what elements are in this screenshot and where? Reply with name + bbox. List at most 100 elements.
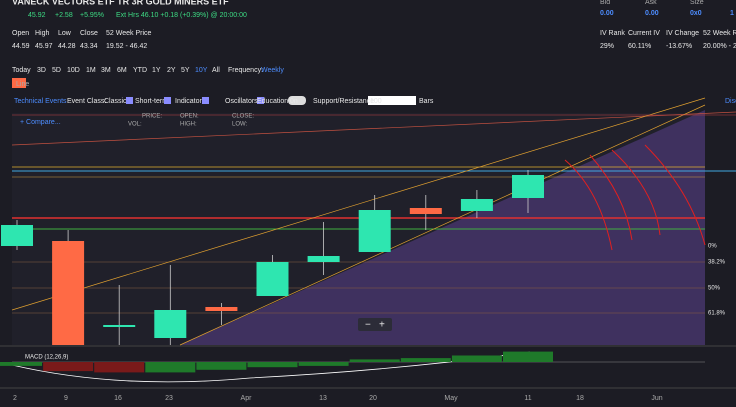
iv-label: IV Rank [600, 30, 625, 37]
info-label: VOL: [128, 122, 142, 128]
quote-value: 45.97 [35, 43, 53, 50]
iv-value: 29% [600, 43, 614, 50]
macd-bar [196, 362, 247, 370]
candle-body [52, 241, 85, 345]
title: VANECK VECTORS ETF TR 3R GOLD MINERS ETF [12, 0, 229, 6]
fib-label: 61.8% [708, 311, 726, 317]
range-button[interactable]: 3D [37, 67, 46, 74]
bidask-value: 0.00 [600, 10, 614, 17]
checkbox[interactable] [164, 97, 171, 104]
range-button[interactable]: 1M [86, 67, 96, 74]
info-label: OPEN: [180, 114, 199, 120]
bidask-value: 0x0 [690, 10, 702, 17]
toggle[interactable] [288, 96, 306, 105]
range-button[interactable]: 1Y [152, 67, 161, 74]
candle-body [307, 256, 340, 262]
range-button[interactable]: 2Y [167, 67, 176, 74]
iv-value: 60.11% [628, 43, 651, 50]
bars-input[interactable]: 100 [370, 98, 382, 105]
iv-label: Current IV [628, 30, 660, 37]
quote-label: High [35, 30, 50, 37]
zoom-control[interactable] [358, 318, 392, 331]
checkbox[interactable] [202, 97, 209, 104]
event-class: Event Class: [67, 98, 106, 105]
range-button[interactable]: All [212, 67, 220, 74]
macd-bar [94, 362, 145, 373]
input[interactable] [368, 96, 416, 105]
bidask-label: Bid [600, 0, 610, 6]
fib-label: 38.2% [708, 260, 726, 266]
line-select[interactable]: Line [16, 81, 29, 88]
info-label: PRICE: [142, 114, 162, 120]
color-swatch[interactable] [12, 78, 26, 88]
range-button[interactable]: Today [12, 67, 31, 74]
x-tick-label: May [444, 395, 458, 402]
education[interactable]: Education [257, 98, 288, 105]
range-button[interactable]: 3M [101, 67, 111, 74]
zoom-out[interactable]: − [365, 320, 371, 331]
x-tick-label: 18 [576, 395, 584, 402]
range-button[interactable]: YTD [133, 67, 147, 74]
last-price: 45.92 [28, 12, 46, 19]
x-tick-label: 20 [369, 395, 377, 402]
x-tick-label: Jun [651, 395, 662, 402]
compare[interactable]: + Compare... [20, 119, 61, 126]
technical-events[interactable]: Technical Events [14, 98, 67, 105]
macd-bar [400, 358, 451, 362]
macd-bar [451, 355, 502, 362]
candle-body [409, 208, 442, 214]
fib-label: 0% [708, 244, 717, 250]
range-button[interactable]: 6M [117, 67, 127, 74]
candle-body [154, 310, 187, 338]
fib-label: 50% [708, 286, 721, 292]
candle-body [512, 175, 544, 198]
quote-label: 52 Week Price [106, 30, 151, 37]
checkbox-label[interactable]: Oscillators [225, 98, 258, 105]
quote-value: 44.28 [58, 43, 76, 50]
range-button[interactable]: 5D [52, 67, 61, 74]
support-label: Support/Resistance [313, 98, 374, 105]
macd-line [11, 351, 531, 383]
checkbox-label[interactable]: Short-term [135, 98, 168, 105]
checkbox-label[interactable]: Classic [104, 98, 127, 105]
x-tick-label: 11 [524, 395, 531, 402]
quote-label: Low [58, 30, 72, 37]
drawing [564, 144, 706, 251]
macd-bar [0, 362, 42, 366]
trend-line [11, 111, 736, 146]
checkbox[interactable] [257, 97, 264, 104]
quote-value: 44.59 [12, 43, 30, 50]
range-button[interactable]: 10Y [195, 67, 208, 74]
trend-line [11, 97, 706, 311]
frequency[interactable]: Weekly [261, 67, 284, 74]
checkbox[interactable] [126, 97, 133, 104]
disc[interactable]: Disc [725, 98, 736, 105]
frequency-label: Frequency: [228, 67, 263, 74]
range-button[interactable]: 10D [67, 67, 80, 74]
iv-label: IV Change [666, 30, 699, 37]
range-button[interactable]: 5Y [181, 67, 190, 74]
bidask-value: 1 [730, 10, 734, 17]
x-tick-label: 2 [13, 395, 17, 402]
macd-bar [349, 359, 400, 362]
quote-label: Close [80, 30, 98, 37]
quote-value: 43.34 [80, 43, 98, 50]
macd-bar [503, 351, 553, 362]
x-tick-label: 13 [319, 395, 327, 402]
change: +2.58 [55, 12, 73, 19]
info-label: CLOSE: [232, 114, 254, 120]
quote-label: Open [12, 30, 29, 37]
iv-value: -13.67% [666, 43, 692, 50]
x-tick-label: 16 [114, 395, 122, 402]
zoom-in[interactable]: + [379, 320, 385, 331]
macd-bar [298, 362, 349, 366]
candle-body [358, 210, 391, 252]
info-label: LOW: [232, 122, 248, 128]
bidask-label: Ask [645, 0, 657, 6]
checkbox-label[interactable]: Indicators [175, 98, 206, 105]
macd-bar [145, 362, 196, 373]
x-tick-label: 9 [64, 395, 68, 402]
info-label: HIGH: [180, 122, 197, 128]
iv-value: 20.00% - 2 [703, 43, 736, 50]
